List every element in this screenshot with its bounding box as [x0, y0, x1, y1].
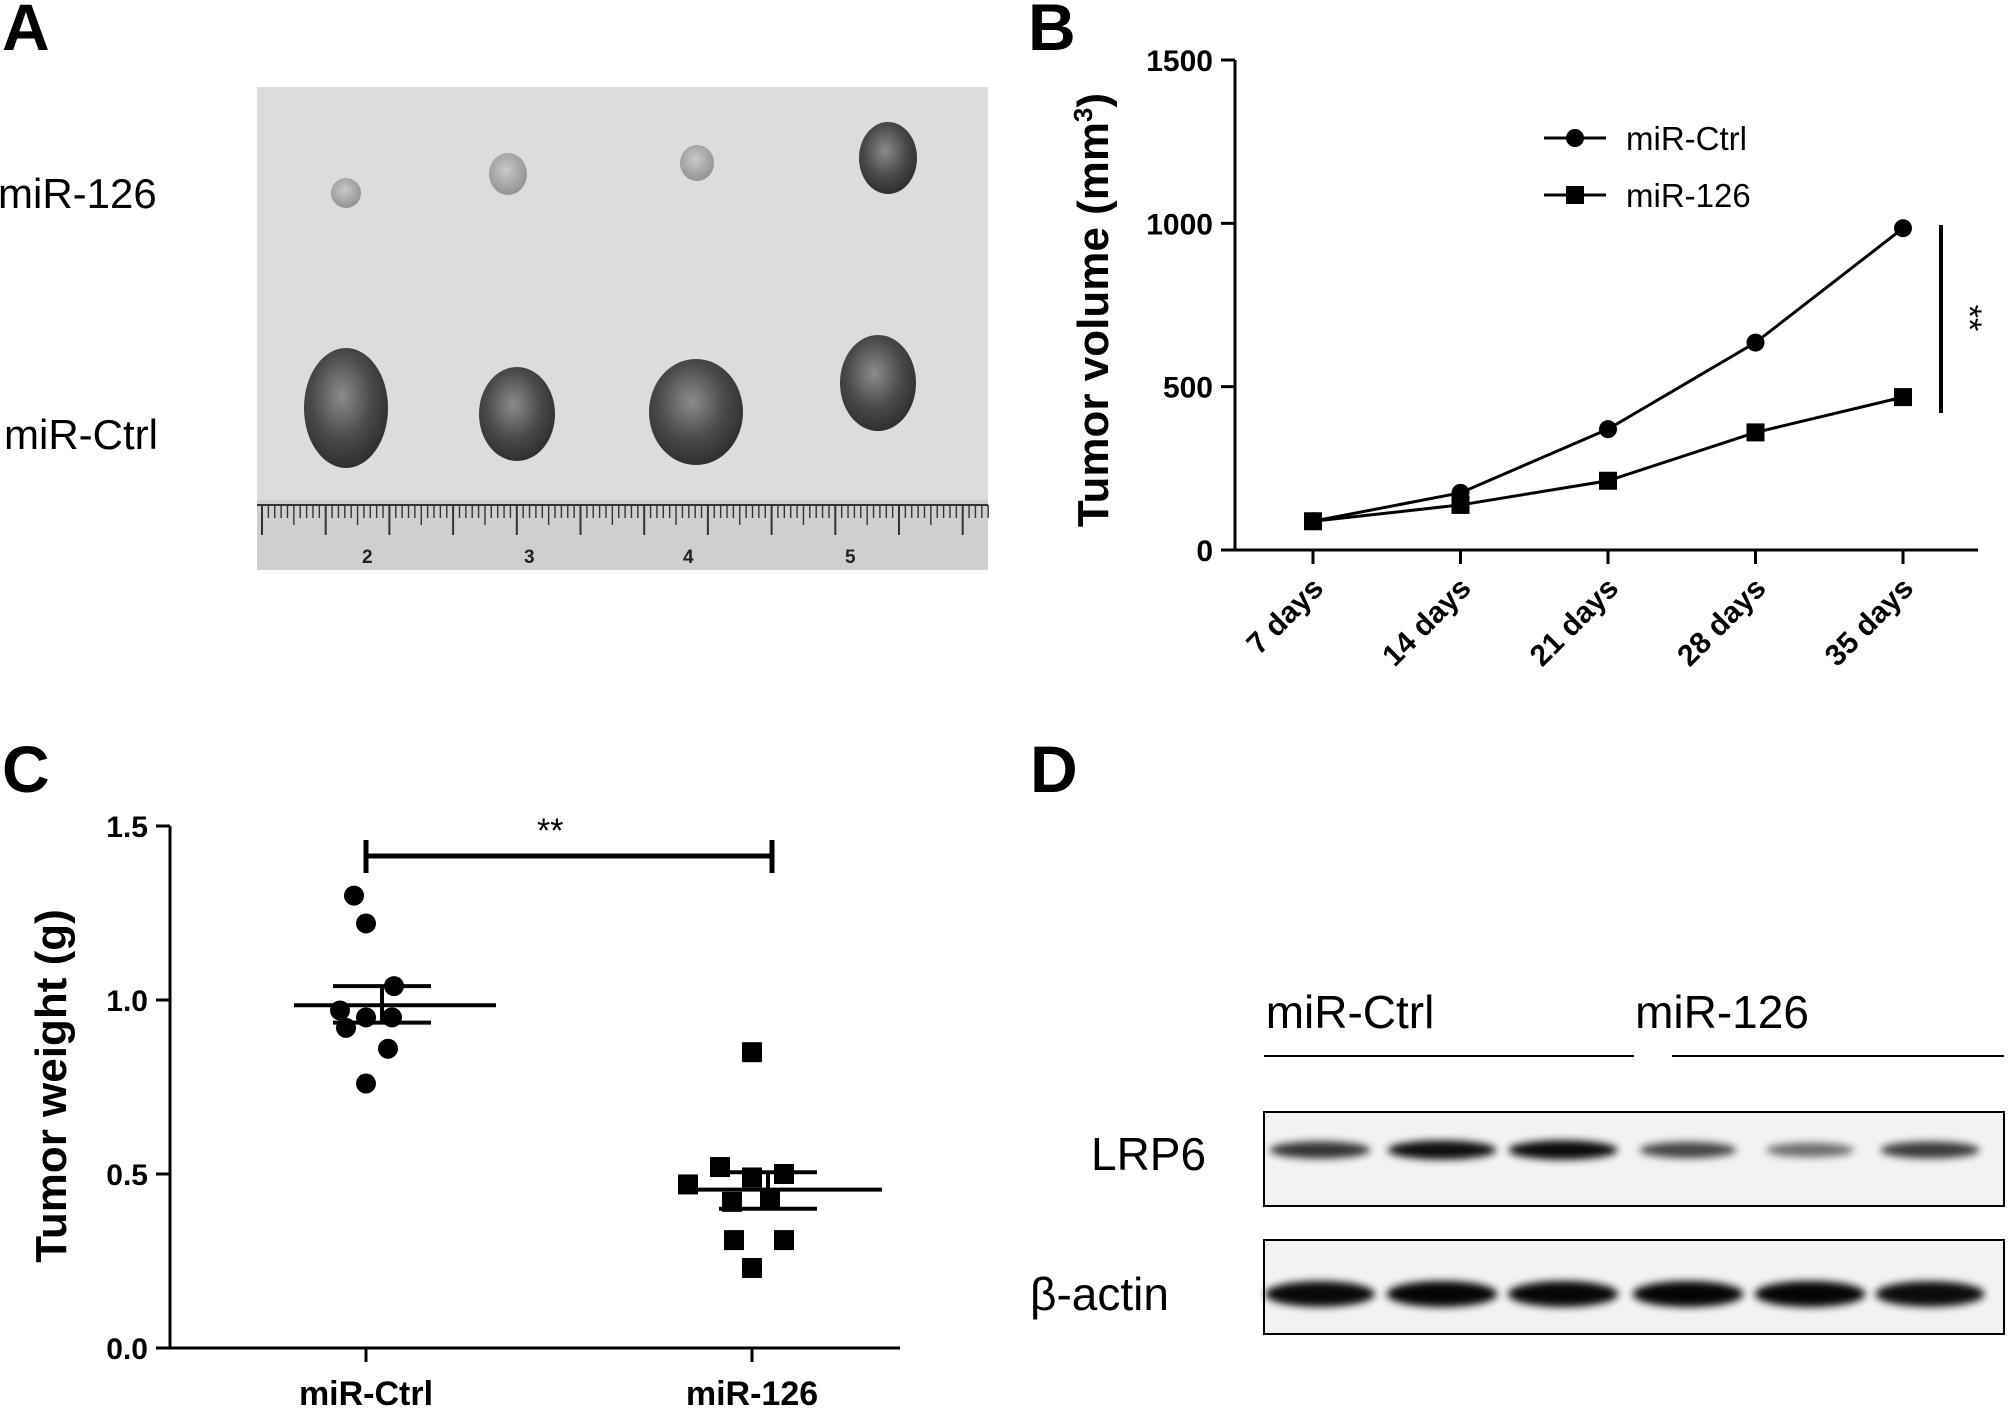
y-tick-label: 1000: [1146, 208, 1213, 241]
data-point: [378, 1038, 398, 1059]
series-layer: [1304, 219, 1912, 531]
weight-scatter-chart: 0.0 0.5 1.0 1.5 miR-Ctrl miR-126 Tumor weigh…: [27, 811, 900, 1413]
ruler: [257, 500, 988, 570]
blot-strip-lrp6: [1263, 1111, 2005, 1207]
blot-band: [1507, 1281, 1619, 1307]
blot-band: [1754, 1280, 1866, 1308]
points-layer: [294, 885, 882, 1278]
western-blot: miR-Ctrl miR-126 LRP6 β-actin: [1030, 986, 2005, 1335]
y-tick-label: 1.0: [106, 985, 148, 1018]
data-point: [724, 1230, 744, 1251]
y-tick-label: 0.0: [106, 1333, 148, 1366]
blot-band: [1386, 1280, 1498, 1308]
blot-band: [1265, 1281, 1375, 1307]
legend-label: miR-126: [1626, 177, 1751, 214]
bands-actin: [1265, 1280, 1985, 1308]
photo-row-label-mirctrl: miR-Ctrl: [4, 411, 158, 458]
data-point: [356, 913, 376, 934]
y-tick-label: 500: [1163, 372, 1213, 405]
data-point: [344, 885, 364, 906]
blot-band: [1632, 1280, 1744, 1308]
y-ticks: 0 500 1000 1500: [1146, 45, 1235, 568]
blot-band: [1387, 1140, 1497, 1160]
data-point: [742, 1257, 762, 1278]
blot-band: [1766, 1142, 1854, 1158]
y-tick-label: 0: [1196, 535, 1213, 568]
legend: miR-Ctrl miR-126: [1544, 120, 1751, 214]
photo-row-label-mir126: miR-126: [0, 170, 157, 217]
panel-a-letter: A: [2, 0, 50, 64]
x-tick-label: 7 days: [1241, 572, 1330, 661]
x-tick-label: 14 days: [1376, 572, 1477, 673]
tumor-mirctrl-4: [840, 335, 916, 431]
data-point: [1746, 423, 1765, 442]
data-point: [1451, 495, 1470, 514]
significance-label: **: [537, 812, 563, 850]
blot-band: [1269, 1141, 1371, 1159]
blot-row-label-lrp6: LRP6: [1091, 1128, 1206, 1180]
data-point: [1746, 333, 1765, 352]
data-point: [1894, 388, 1912, 407]
y-axis-title-superscript: 3: [1068, 108, 1098, 122]
tumor-mir126-1: [331, 178, 361, 208]
blot-strip-actin: [1263, 1239, 2005, 1335]
tumor-mirctrl-2: [479, 367, 555, 461]
blot-group-label: miR-Ctrl: [1266, 986, 1435, 1038]
data-point: [1304, 512, 1322, 531]
tumor-mirctrl-1: [304, 348, 388, 468]
tumor-photo: 2 3 4 5: [257, 87, 989, 570]
data-point: [774, 1230, 794, 1251]
y-tick-label: 1.5: [106, 811, 148, 844]
y-axis-title: Tumor volume (mm3): [1068, 93, 1118, 527]
ruler-number: 2: [362, 547, 373, 568]
x-ticks: miR-Ctrl miR-126: [299, 1348, 818, 1413]
blot-band: [1880, 1141, 1980, 1159]
volume-line-chart: 0 500 1000 1500 7 days 14 days 21 days 28 days…: [1068, 45, 1988, 673]
blot-row-label-actin: β-actin: [1030, 1268, 1169, 1320]
tumor-mir126-3: [680, 145, 714, 181]
blot-band: [1875, 1281, 1985, 1307]
series-line: [1312, 395, 1904, 523]
tumor-mir126-4: [859, 122, 917, 194]
ruler-number: 5: [845, 547, 856, 568]
significance-bracket: **: [363, 812, 775, 873]
x-tick-label: 21 days: [1524, 572, 1625, 673]
y-ticks: 0.0 0.5 1.0 1.5: [106, 811, 170, 1366]
legend-label: miR-Ctrl: [1626, 120, 1747, 157]
y-axis-title-main: Tumor volume (mm: [1069, 122, 1118, 527]
significance-label: **: [1950, 305, 1988, 331]
legend-marker-circle: [1566, 129, 1584, 147]
blot-group-label: miR-126: [1635, 986, 1809, 1038]
panel-c-letter: C: [2, 732, 50, 806]
y-axis-title: Tumor weight (g): [27, 909, 76, 1263]
data-point: [356, 1073, 376, 1094]
data-point: [742, 1042, 762, 1063]
y-tick-label: 1500: [1146, 45, 1213, 78]
blot-band: [1508, 1140, 1618, 1160]
x-tick-label: 35 days: [1819, 572, 1920, 673]
x-tick-label: 28 days: [1671, 572, 1772, 673]
data-point: [1599, 471, 1617, 490]
tumor-mirctrl-3: [649, 359, 743, 465]
legend-marker-square: [1566, 186, 1584, 204]
y-tick-label: 0.5: [106, 1159, 148, 1192]
bands-lrp6: [1269, 1140, 1980, 1160]
x-tick-label: miR-126: [686, 1375, 818, 1413]
panel-b-letter: B: [1028, 0, 1076, 64]
x-tick-label: miR-Ctrl: [299, 1375, 433, 1413]
data-point: [1894, 219, 1912, 238]
ruler-number: 4: [683, 547, 694, 568]
tumor-mir126-2: [489, 153, 527, 195]
panel-d-letter: D: [1030, 732, 1078, 806]
x-ticks: 7 days 14 days 21 days 28 days 35 days: [1241, 550, 1920, 673]
blot-band: [1639, 1141, 1737, 1159]
data-point: [1599, 420, 1617, 439]
y-axis-title-close: ): [1069, 93, 1118, 108]
ruler-ticks: [261, 505, 989, 535]
ruler-number: 3: [524, 547, 535, 568]
